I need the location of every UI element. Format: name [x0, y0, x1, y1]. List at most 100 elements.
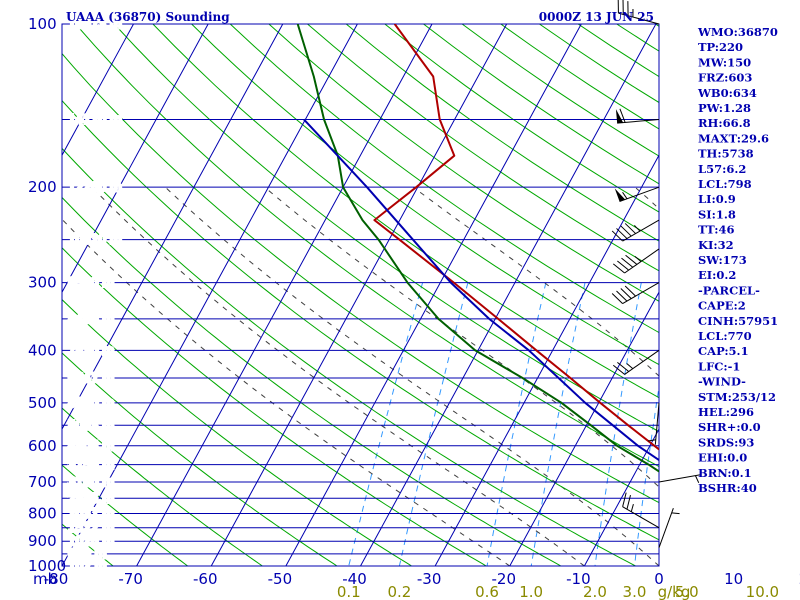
height-label: 3759 m: [68, 458, 114, 472]
wind-barb-staff: [618, 12, 660, 25]
wind-barb-full: [624, 223, 636, 234]
wind-barb-full: [611, 230, 623, 242]
mixing-ratio-tick-label: 2.0: [583, 583, 607, 600]
wind-barb-staff: [624, 349, 660, 375]
height-label-halo: 3759 m: [68, 458, 114, 472]
plot-border: [61, 23, 660, 567]
height-label: 2037 m: [68, 506, 114, 520]
height-label: 1522 m: [68, 521, 114, 535]
mixing-ratio-line: [530, 282, 586, 566]
isotherm-line: [285, 24, 582, 566]
wind-barb-full: [612, 364, 625, 375]
mixing-ratio-line: [634, 383, 659, 566]
temperature-tick-label: 10: [724, 570, 743, 588]
index-line: SRDS:93: [698, 435, 754, 449]
mixing-ratio-tick-label: 0.6: [475, 583, 499, 600]
index-line: MW:150: [698, 55, 751, 69]
wind-barb-half: [630, 503, 634, 512]
isotherm-line: [62, 24, 209, 294]
wind-barb-full: [622, 492, 627, 507]
pressure-tick-label: 200: [28, 178, 57, 196]
wind-barb-half: [626, 363, 634, 370]
height-label: 5093 m: [68, 418, 114, 432]
height-label-halo: 4405 m: [68, 439, 114, 453]
wind-barb: [612, 248, 660, 274]
wind-barb-full: [617, 260, 630, 271]
isotherm-line: [136, 24, 433, 566]
mixing-ratio-tick-label: 1.0: [519, 583, 543, 600]
height-label-halo: 5840 m: [68, 396, 114, 410]
wind-barb-full: [616, 290, 628, 302]
index-line: LCL:798: [698, 177, 752, 191]
mixing-ratio-tick-label: 0.2: [387, 583, 411, 600]
wind-barb-full: [612, 263, 625, 274]
height-label-halo: 2037 m: [68, 506, 114, 520]
wind-barb: [617, 0, 660, 25]
index-line: TH:5738: [698, 147, 754, 161]
height-label: 699 m: [68, 547, 106, 561]
pressure-tick-label: 300: [28, 274, 57, 292]
wind-barb-full: [617, 361, 630, 372]
index-line: LI:0.9: [698, 192, 736, 206]
index-line: BRN:0.1: [698, 466, 752, 480]
height-label-halo: 3160 m: [68, 475, 114, 489]
wind-barb-staff: [654, 402, 660, 445]
wind-barb-full: [619, 108, 626, 123]
index-line: KI:32: [698, 238, 734, 252]
index-line: TP:220: [698, 40, 743, 54]
height-label-halo: 12260 m: [68, 180, 122, 194]
height-label: 7530 m: [68, 343, 114, 357]
wind-barb-full: [620, 225, 632, 237]
wind-barb-staff: [619, 186, 660, 202]
isotherm-line: [434, 154, 659, 566]
index-line: WMO:36870: [697, 25, 778, 39]
index-line: LFC:-1: [698, 359, 740, 373]
mixing-ratio-tick-label: 0.1: [337, 583, 361, 600]
temperature-tick-label: 0: [654, 570, 664, 588]
isotherm-line: [62, 24, 134, 157]
dewpoint-line: [296, 24, 659, 473]
index-line: BSHR:40: [698, 481, 757, 495]
temperature-tick-label: -20: [492, 570, 517, 588]
wind-barb: [658, 474, 701, 484]
wind-barb: [612, 349, 660, 375]
wind-barb-half: [694, 475, 700, 484]
temperature-tick-label: -50: [268, 570, 293, 588]
wind-barb-full: [626, 494, 631, 510]
wind-barb-full: [620, 288, 632, 299]
height-label-halo: 1026 m: [68, 534, 114, 548]
height-label-halo: 102 m: [68, 559, 106, 573]
wind-barb-pennant: [615, 109, 624, 124]
wind-barb-pennant: [614, 188, 626, 202]
height-label-halo: 8496 m: [68, 312, 114, 326]
index-line: TT:46: [698, 223, 735, 237]
index-line: CAPE:2: [698, 299, 746, 313]
mixing-ratio-tick-label: 10.0: [746, 583, 779, 600]
temperature-tick-label: -80: [44, 570, 69, 588]
height-label-halo: 1522 m: [68, 521, 114, 535]
pressure-tick-label: 400: [28, 341, 57, 359]
height-label-halo: 2585 m: [68, 491, 114, 505]
wind-barb-full: [625, 254, 638, 265]
wind-barb: [611, 219, 660, 242]
wind-barb: [614, 186, 660, 202]
wind-barb-staff: [658, 474, 701, 483]
height-label-halo: 7530 m: [68, 343, 114, 357]
pressure-tick-label: 100: [28, 15, 57, 33]
isotherm-line: [62, 24, 284, 431]
height-label: 2585 m: [68, 491, 114, 505]
height-label-halo: 16673 m: [68, 17, 122, 31]
wind-barb-half: [671, 512, 680, 515]
wind-barb-half: [647, 439, 656, 442]
height-label: 4405 m: [68, 439, 114, 453]
index-line: SW:173: [698, 253, 747, 267]
index-line: HEL:296: [698, 405, 754, 419]
wind-barb: [611, 282, 660, 305]
index-line: FRZ:603: [698, 71, 752, 85]
index-line: WB0:634: [697, 86, 757, 100]
height-label-halo: 699 m: [68, 547, 106, 561]
wind-barb-full: [611, 293, 623, 304]
